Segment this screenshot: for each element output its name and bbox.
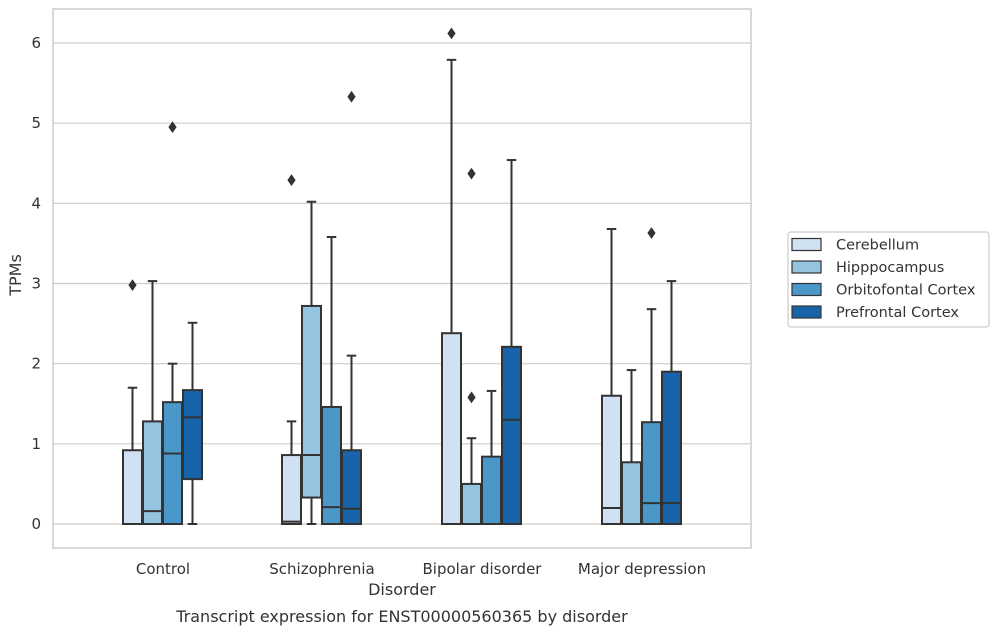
outlier-point [467,391,476,404]
box-2-3 [501,159,522,525]
box-3-1 [621,369,642,525]
box-iqr [481,455,502,525]
box-1-0 [281,174,302,526]
box-3-0 [601,227,622,525]
plot-frame [52,8,752,549]
box-2-2 [481,389,502,525]
box-0-0 [122,279,143,526]
legend-swatch [791,305,822,319]
box-0-3 [182,321,203,525]
box-iqr [182,389,203,481]
legend-swatch [791,282,822,297]
box-iqr [461,482,482,525]
outlier-point [128,279,137,291]
outlier-point [287,174,296,186]
box-iqr [142,420,163,525]
y-tick-label: 3 [31,275,41,293]
y-tick-label: 5 [31,114,41,132]
box-1-3 [341,90,362,526]
outlier-point [467,167,476,180]
legend-item: Prefrontal Cortex [791,305,959,321]
outlier-point [447,27,456,40]
chart-caption: Transcript expression for ENST0000056036… [175,607,628,626]
x-axis-label: Disorder [368,580,436,599]
legend-item: Orbitofontal Cortex [791,282,976,299]
y-tick-label: 4 [31,194,41,212]
x-tick-label: Control [136,560,190,578]
box-iqr [122,449,143,526]
legend-item: Hipppocampus [791,260,944,276]
legend-item: Cerebellum [791,237,919,254]
y-tick-label: 0 [31,515,41,533]
box-3-3 [661,280,682,525]
legend-label: Cerebellum [836,238,919,254]
legend-box [787,231,990,328]
box-iqr [501,345,522,525]
box-iqr [601,394,622,525]
box-iqr [281,454,302,526]
box-0-2 [162,121,183,525]
x-tick-label: Major depression [578,560,706,578]
box-iqr [341,449,362,526]
axes: TPMs Disorder Transcript expression for … [6,34,706,626]
box-iqr [441,332,462,525]
outlier-point [647,227,656,239]
box-iqr [162,401,183,525]
box-2-0 [441,27,462,525]
y-tick-label: 1 [31,435,41,453]
y-tick-label: 6 [31,34,41,52]
boxes [122,27,682,526]
box-1-2 [321,236,342,525]
plot-border [52,8,752,549]
x-tick-label: Schizophrenia [269,560,374,578]
legend-swatch [791,260,822,274]
box-iqr [621,461,642,525]
box-1-1 [301,200,322,525]
y-axis-label: TPMs [6,254,25,297]
box-2-1 [461,167,482,525]
legend-swatch [791,237,822,252]
box-3-2 [641,227,662,525]
box-iqr [301,304,322,499]
box-iqr [641,421,662,525]
legend-label: Prefrontal Cortex [836,305,959,321]
legend: Cerebellum Hipppocampus Orbitofontal Corte… [787,231,990,328]
outlier-point [168,121,177,134]
box-iqr [661,370,682,525]
legend-label: Orbitofontal Cortex [836,283,976,299]
x-tick-label: Bipolar disorder [423,560,543,578]
box-0-1 [142,280,163,525]
y-tick-label: 2 [31,355,41,373]
outlier-point [347,90,356,103]
legend-label: Hipppocampus [836,260,944,276]
